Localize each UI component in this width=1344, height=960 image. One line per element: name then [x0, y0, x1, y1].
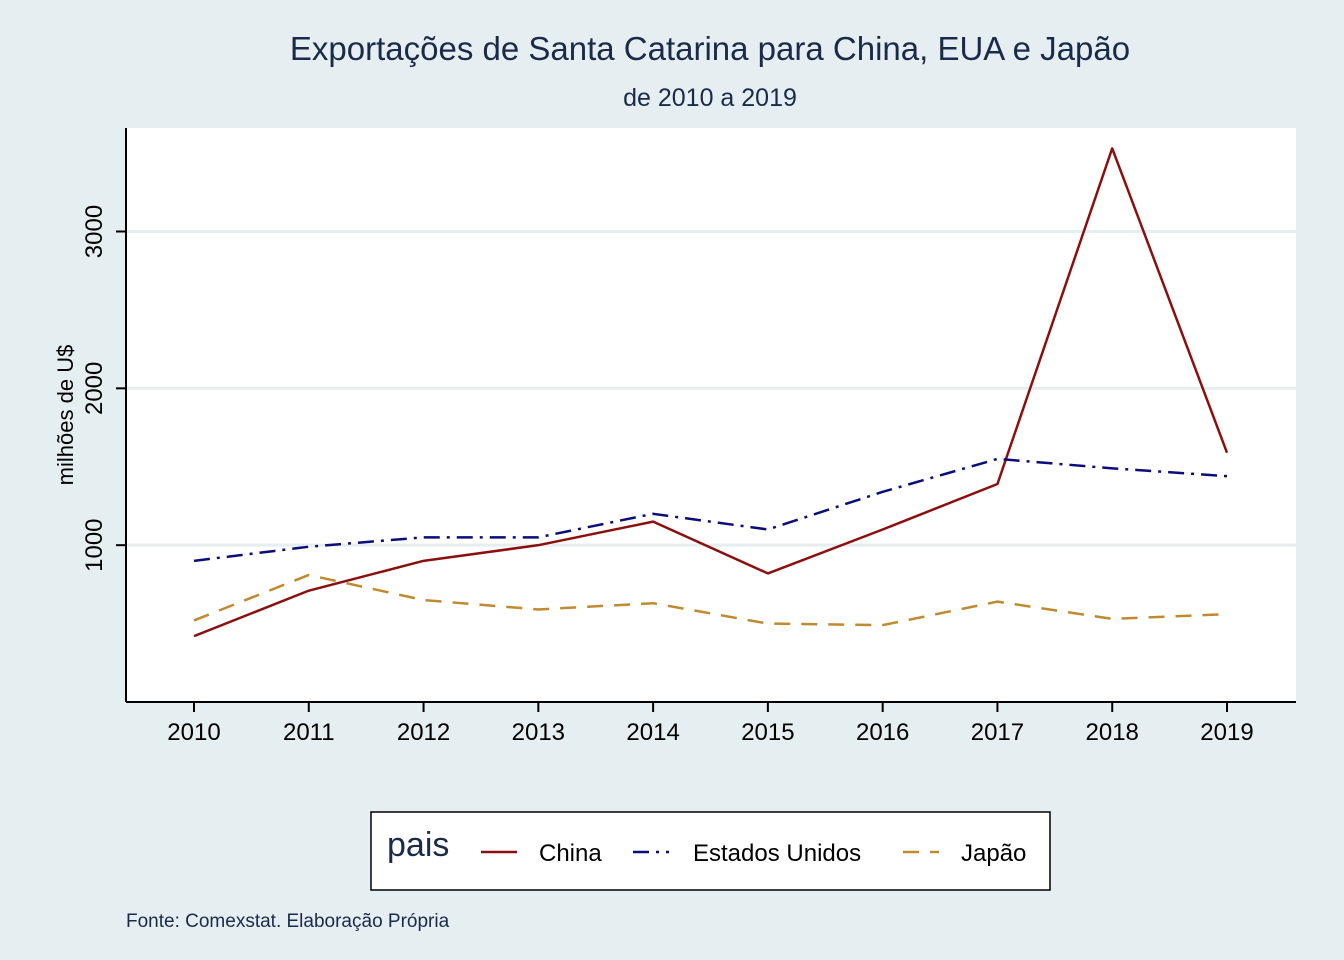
y-axis-ticks: 1000 2000 3000	[81, 205, 126, 572]
y-tick-label-1: 2000	[81, 362, 108, 415]
x-tick-label-7: 2017	[971, 719, 1024, 746]
chart-subtitle: de 2010 a 2019	[623, 84, 797, 112]
y-tick-label-2: 3000	[81, 205, 108, 258]
x-tick-label-1: 2011	[283, 719, 335, 746]
legend-items: China Estados Unidos Japão	[481, 840, 1026, 867]
y-tick-label-0: 1000	[81, 518, 108, 571]
series-line-1	[193, 457, 1228, 563]
x-tick-label-9: 2019	[1200, 719, 1253, 746]
x-tick-label-6: 2016	[856, 719, 909, 746]
legend: pais China Estados Unidos Japão	[370, 811, 1051, 891]
legend-label-1: Estados Unidos	[693, 840, 861, 867]
legend-label-2: Japão	[961, 840, 1026, 867]
legend-title: pais	[387, 826, 449, 864]
plot-area	[126, 128, 1296, 702]
x-tick-label-3: 2013	[512, 719, 565, 746]
gridlines	[126, 230, 1296, 547]
series-line-0	[193, 147, 1229, 638]
x-tick-label-5: 2015	[741, 719, 794, 746]
y-axis-title: milhões de U$	[53, 345, 78, 486]
x-tick-label-8: 2018	[1086, 719, 1139, 746]
x-tick-label-0: 2010	[167, 719, 220, 746]
series-line-2	[193, 573, 1228, 627]
x-axis-ticks: 2010 2011 2012 2013 2014 2015 2016 2017 2018 2019	[167, 702, 1254, 746]
series-layer	[193, 147, 1229, 638]
legend-label-0: China	[539, 840, 602, 867]
x-tick-label-4: 2014	[626, 719, 679, 746]
x-tick-label-2: 2012	[397, 719, 450, 746]
source-note: Fonte: Comexstat. Elaboração Própria	[126, 911, 450, 932]
chart-title: Exportações de Santa Catarina para China…	[290, 30, 1130, 67]
